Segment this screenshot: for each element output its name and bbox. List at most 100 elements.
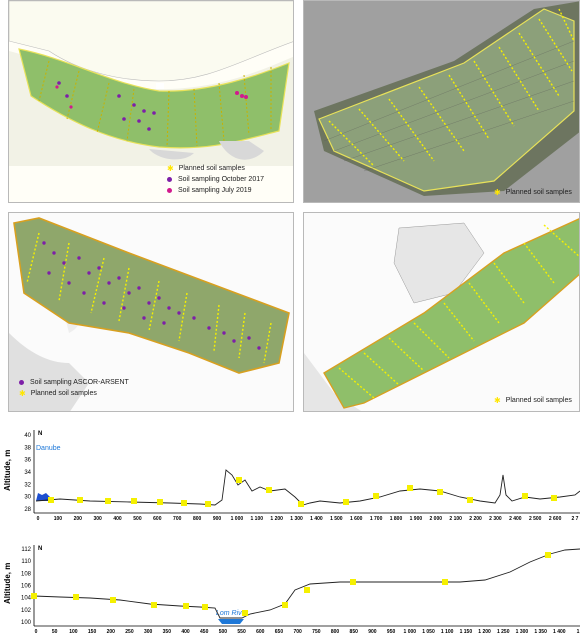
x-tick-label: 1 200: [478, 629, 491, 635]
magenta-dot-icon: [167, 188, 172, 193]
x-tick-label: 900: [368, 629, 377, 635]
x-tick-label: 1 700: [370, 516, 383, 522]
x-tick-label: 500: [219, 629, 228, 635]
purple-dot-icon: [19, 380, 24, 385]
star-marker-icon: ✱: [494, 187, 501, 197]
x-tick-label: 700: [293, 629, 302, 635]
legend-item-planned: ✱ Planned soil samples: [19, 388, 97, 398]
y-tick-label: 108: [21, 571, 32, 577]
y-tick-label: 30: [24, 495, 31, 501]
y-tick-label: 40: [24, 433, 31, 439]
x-tick-label: 1 300: [290, 516, 303, 522]
x-tick-label: 400: [181, 629, 190, 635]
x-tick-label: 2 000: [430, 516, 443, 522]
map-panel-field-3: Soil sampling ASCOR-ARSENT ✱ Planned soil…: [8, 212, 294, 412]
x-tick-label: 250: [125, 629, 134, 635]
x-tick-label: 2 200: [469, 516, 482, 522]
october-2017-samples: [57, 81, 156, 131]
legend-panel-4: ✱ Planned soil samples: [494, 395, 572, 405]
x-tick-label: 1 250: [497, 629, 510, 635]
x-tick-label: 900: [213, 516, 222, 522]
x-tick-label: 2 600: [549, 516, 562, 522]
x-tick-label: 1 600: [350, 516, 363, 522]
x-tick-label: 550: [237, 629, 246, 635]
x-tick-label: 1 000: [404, 629, 417, 635]
x-tick-label: 1 400: [310, 516, 323, 522]
legend-item-planned: ✱ Planned soil samples: [167, 163, 245, 173]
y-tick-label: 110: [21, 559, 31, 565]
river-label: Danube: [36, 445, 61, 452]
y-tick-label: 28: [24, 507, 31, 513]
map-panel-field-1: ✱ Planned soil samples Soil sampling Octo…: [8, 0, 294, 203]
field-1-map: [9, 1, 293, 166]
x-tick-label: 50: [52, 629, 58, 635]
x-tick-label: 1 300: [516, 629, 529, 635]
x-tick-label: 2 100: [449, 516, 462, 522]
north-marker: N: [38, 546, 42, 552]
star-marker-icon: ✱: [19, 388, 26, 398]
star-marker-icon: ✱: [494, 395, 501, 405]
legend-panel-3: Soil sampling ASCOR-ARSENT ✱ Planned soil…: [19, 377, 129, 399]
profile-2-ylabel: Altitude, m: [3, 563, 12, 604]
y-tick-label: 32: [24, 482, 31, 488]
sample-markers: [31, 552, 551, 616]
x-tick-label: 850: [350, 629, 359, 635]
legend-item-ascor-arsent: Soil sampling ASCOR-ARSENT: [19, 377, 129, 388]
x-tick-label: 700: [173, 516, 182, 522]
profile-1-ylabel: Altitude, m: [3, 450, 12, 491]
x-tick-label: 0: [35, 629, 38, 635]
field-polygon: [18, 48, 290, 149]
x-tick-label: 450: [200, 629, 209, 635]
profile-1-svg: Altitude, m N Danube 40 38 36 34 32 30 28 0 100…: [3, 430, 580, 522]
x-tick-label: 1 800: [390, 516, 403, 522]
field-3-map: [9, 217, 290, 411]
x-tick-label: 800: [331, 629, 340, 635]
x-tick-label: 1 100: [441, 629, 454, 635]
x-tick-label: 950: [387, 629, 396, 635]
x-tick-label: 800: [193, 516, 202, 522]
north-marker: N: [38, 431, 42, 437]
y-tick-label: 36: [24, 458, 31, 464]
x-tick-label: 750: [312, 629, 321, 635]
elevation-profile-danube: Altitude, m N Danube 40 38 36 34 32 30 28 0 100…: [0, 425, 580, 525]
y-tick-label: 104: [21, 596, 32, 602]
x-tick-label: 200: [74, 516, 83, 522]
x-tick-label: 650: [275, 629, 284, 635]
x-tick-label: 1 900: [410, 516, 423, 522]
legend-item-july-2019: Soil sampling July 2019: [167, 185, 264, 196]
map-panel-field-2: ✱ Planned soil samples: [303, 0, 580, 203]
x-tick-label: 1 200: [270, 516, 283, 522]
x-tick-label: 1 000: [231, 516, 244, 522]
field-polygon-3d: [318, 8, 575, 192]
ascor-arsent-samples: [42, 241, 261, 350]
x-tick-label: 2 500: [529, 516, 542, 522]
x-tick-label: 1 050: [422, 629, 435, 635]
x-tick-label: 1 500: [330, 516, 343, 522]
x-tick-label: 1 100: [251, 516, 264, 522]
purple-dot-icon: [167, 177, 172, 182]
field-4-map: [304, 218, 579, 411]
map-panel-field-4: ✱ Planned soil samples: [303, 212, 580, 412]
terrain-line: [33, 548, 580, 619]
x-tick-label: 350: [163, 629, 172, 635]
x-tick-label: 150: [88, 629, 97, 635]
y-tick-label: 112: [21, 547, 31, 553]
field-polygon: [13, 217, 290, 374]
x-tick-label: 1 400: [553, 629, 566, 635]
x-tick-label: 1 150: [460, 629, 473, 635]
x-tick-label: 300: [93, 516, 102, 522]
x-tick-label: 600: [256, 629, 265, 635]
x-tick-label: 400: [113, 516, 122, 522]
x-tick-label: 500: [133, 516, 142, 522]
star-marker-icon: ✱: [167, 163, 174, 173]
y-tick-label: 102: [21, 608, 32, 614]
x-tick-label: 2 300: [489, 516, 502, 522]
sample-markers: [48, 477, 557, 507]
river-label: Lom River: [216, 610, 249, 617]
terrain-line: [35, 469, 580, 506]
x-tick-label: 1: [577, 629, 580, 635]
legend-panel-2: ✱ Planned soil samples: [494, 187, 572, 197]
x-tick-label: 1 350: [534, 629, 547, 635]
elevation-profile-lom: Altitude, m N Lom River 112 110 108 106 104 1…: [0, 540, 580, 637]
field-2-terrain-map: [304, 1, 579, 202]
